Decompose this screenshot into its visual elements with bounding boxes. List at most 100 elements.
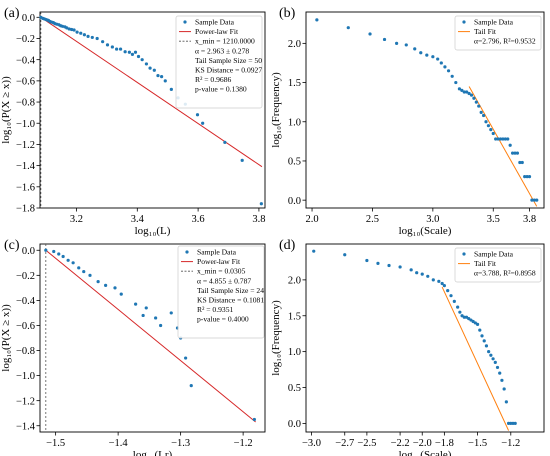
data-point	[494, 137, 498, 141]
data-point	[535, 198, 539, 202]
data-point	[75, 30, 79, 34]
data-point	[469, 93, 474, 97]
data-point	[460, 88, 464, 92]
data-point	[252, 417, 256, 422]
x-tick-label: −1.2	[234, 438, 253, 449]
x-axis-label: log₁₀(L)	[135, 225, 171, 237]
data-point	[462, 315, 466, 319]
data-point	[520, 160, 524, 165]
data-point	[110, 45, 114, 49]
y-tick-label: 0.5	[288, 383, 301, 394]
y-tick-label: −0.2	[16, 34, 35, 45]
data-point	[491, 131, 495, 136]
data-point	[86, 34, 90, 38]
y-tick-label: −0.4	[16, 296, 36, 307]
data-point	[136, 54, 141, 59]
data-point	[90, 35, 94, 40]
y-axis-label: log₁₀(P(X ≥ x))	[0, 304, 12, 372]
data-point	[443, 65, 447, 69]
data-point	[77, 266, 81, 270]
data-point	[532, 198, 536, 202]
y-tick-label: 0.0	[288, 419, 301, 430]
data-point	[343, 253, 347, 257]
data-point	[480, 334, 484, 338]
x-axis-label: log₁₀(Scale)	[399, 449, 452, 456]
data-point	[437, 279, 441, 283]
data-point	[431, 55, 435, 59]
x-tick-label: 3.4	[131, 214, 145, 225]
data-point	[57, 252, 61, 256]
legend-label: Tail Fit	[474, 259, 497, 268]
data-point	[52, 249, 56, 254]
data-point	[431, 278, 435, 282]
legend-label: x_min = 0.0305	[197, 267, 246, 276]
legend-stat: R² = 0.9351	[197, 305, 234, 314]
data-point	[184, 356, 188, 360]
legend-label: Power-law Fit	[197, 257, 241, 266]
data-point	[82, 269, 86, 274]
data-point	[484, 120, 488, 124]
x-tick-label: 3.5	[487, 214, 500, 225]
data-point	[159, 323, 163, 328]
legend-label: Tail Fit	[474, 27, 497, 36]
legend-label: Sample Data	[474, 250, 514, 259]
y-tick-label: −0.8	[16, 346, 35, 357]
data-point	[456, 305, 460, 309]
data-point	[44, 248, 48, 252]
panel-label: (d)	[279, 238, 296, 253]
data-point	[446, 289, 450, 293]
data-point	[346, 26, 350, 30]
plot-frame	[39, 243, 266, 433]
data-point	[119, 292, 123, 296]
y-tick-label: 0.0	[22, 246, 35, 257]
data-point	[506, 421, 511, 425]
data-point	[133, 50, 138, 54]
data-point	[101, 40, 105, 44]
data-point	[457, 87, 462, 91]
data-point	[72, 28, 76, 32]
legend-box	[454, 15, 542, 51]
data-point	[450, 74, 454, 78]
data-point	[223, 140, 227, 144]
data-point	[240, 158, 244, 162]
data-point	[446, 69, 451, 73]
data-point	[395, 41, 399, 45]
data-point	[376, 261, 380, 265]
chart-panel-a: (a) 3.2 3.4 3.6 3.8 0.0 −0.2 −0.4 −0.6 −0.8 −1.0 −1…	[0, 6, 265, 237]
data-point	[118, 47, 123, 51]
panel-label: (c)	[4, 238, 20, 253]
data-point	[127, 50, 131, 54]
data-point	[479, 110, 483, 114]
data-point	[511, 421, 515, 425]
data-point	[201, 121, 205, 125]
data-point	[104, 283, 108, 287]
data-point	[315, 18, 319, 22]
data-point	[439, 61, 443, 65]
legend-marker	[462, 20, 466, 24]
data-point	[525, 175, 529, 179]
data-point	[169, 311, 173, 315]
y-tick-label: 0.0	[22, 13, 35, 24]
data-point	[96, 280, 100, 284]
data-point	[144, 306, 148, 310]
data-point	[458, 310, 462, 314]
data-point	[484, 344, 489, 348]
data-point	[113, 286, 117, 290]
data-point	[95, 36, 99, 41]
x-tick-label: −2.7	[335, 438, 354, 449]
legend-stat: R² = 0.9686	[195, 75, 232, 84]
legend-label: Power-law Fit	[195, 27, 239, 36]
data-point	[67, 27, 71, 31]
chart-panel-c: (c) −1.5 −1.4 −1.3 −1.2 0.0 −0.2 −0.4 −0.6 −0.8 −1…	[0, 238, 266, 456]
y-tick-label: −0.4	[16, 55, 36, 66]
legend-stat: p-value = 0.1380	[195, 85, 247, 94]
fit-line	[45, 249, 256, 423]
data-point	[500, 378, 504, 382]
data-point	[523, 175, 527, 179]
data-point	[501, 137, 505, 141]
data-point	[88, 273, 92, 277]
x-tick-label: −1.8	[435, 438, 454, 449]
data-point	[477, 104, 481, 108]
data-point	[152, 68, 156, 72]
